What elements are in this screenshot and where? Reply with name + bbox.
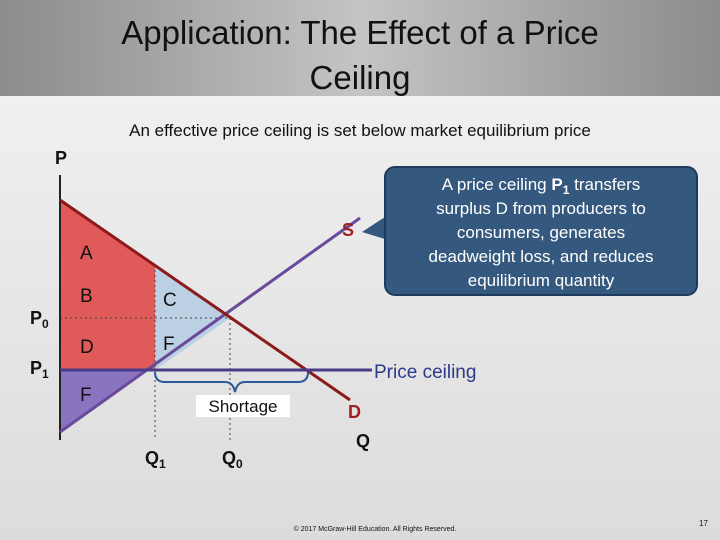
area-label: F bbox=[163, 334, 175, 355]
shortage-box bbox=[196, 395, 290, 417]
shortage-bracket bbox=[154, 371, 309, 393]
title-bar bbox=[0, 0, 720, 96]
callout-text: surplus D from producers to bbox=[436, 199, 646, 218]
title: Ceiling bbox=[310, 59, 411, 96]
price-ceiling-label: Price ceiling bbox=[374, 362, 476, 383]
quantity-label: Q0 bbox=[222, 448, 243, 471]
supply-curve bbox=[59, 216, 361, 434]
surplus-area bbox=[60, 200, 155, 370]
callout-text: deadweight loss, and reduces bbox=[429, 247, 654, 266]
title: Application: The Effect of a Price bbox=[121, 14, 599, 51]
demand-label: D bbox=[348, 402, 361, 422]
subtitle: An effective price ceiling is set below … bbox=[129, 121, 591, 140]
callout-box bbox=[384, 166, 698, 296]
shortage-label: Shortage bbox=[209, 397, 278, 416]
callout-text: consumers, generates bbox=[457, 223, 625, 242]
deadweight-area bbox=[155, 265, 230, 370]
callout-text: equilibrium quantity bbox=[468, 271, 615, 290]
copyright: © 2017 McGraw-Hill Education. All Rights… bbox=[294, 525, 457, 533]
price-label: P1 bbox=[30, 358, 49, 381]
area-label: D bbox=[80, 337, 94, 358]
supply-label: S bbox=[342, 220, 354, 240]
quantity-label: Q1 bbox=[145, 448, 166, 471]
area-label: A bbox=[80, 243, 93, 264]
demand-curve bbox=[59, 198, 351, 402]
price-label: P0 bbox=[30, 308, 49, 331]
x-axis-label: Q bbox=[356, 431, 370, 451]
area-label: F bbox=[80, 385, 92, 406]
page-number: 17 bbox=[699, 519, 708, 528]
area-label: C bbox=[163, 290, 177, 311]
area-label: B bbox=[80, 286, 93, 307]
y-axis-label: P bbox=[55, 148, 67, 168]
callout-text: A price ceiling P1 transfers bbox=[442, 175, 641, 197]
callout-pointer bbox=[362, 215, 388, 240]
